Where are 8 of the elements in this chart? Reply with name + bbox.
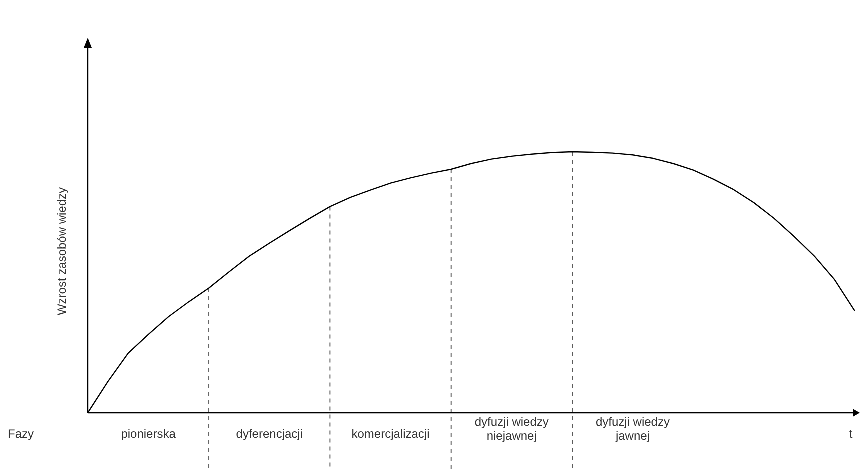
text: Fazy xyxy=(8,427,34,441)
x-tick-label: pionierska xyxy=(121,427,176,441)
x-tick-label: dyfuzji wiedzy jawnej xyxy=(596,415,670,443)
x-tick-label: komercjalizacji xyxy=(352,427,430,441)
x-axis-title: t xyxy=(849,427,854,441)
y-axis-title: Wzrost zasobów wiedzy xyxy=(55,187,69,316)
x-tick-label: dyferencjacji xyxy=(236,427,304,441)
x-tick-label: dyfuzji wiedzy niejawnej xyxy=(474,415,549,443)
